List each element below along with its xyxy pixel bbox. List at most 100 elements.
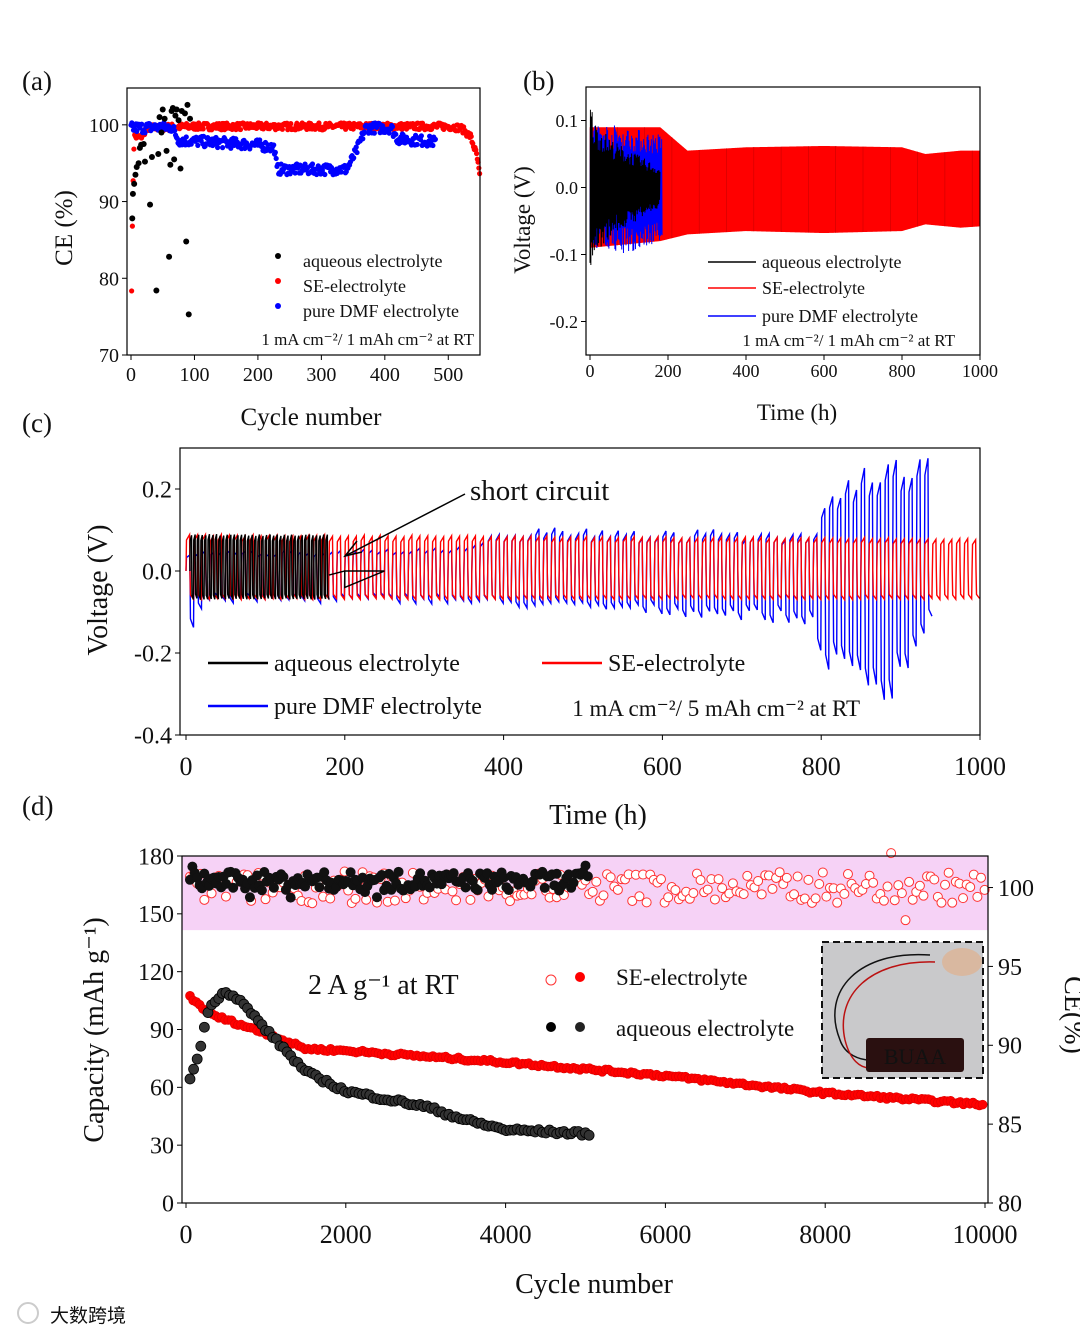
condition-note: 1 mA cm⁻²/ 1 mAh cm⁻² at RT xyxy=(742,331,955,350)
y-tick-label: 0.2 xyxy=(142,477,172,503)
legend-label: pure DMF electrolyte xyxy=(303,301,459,321)
se-ce-point xyxy=(325,893,336,904)
dmf-electrolyte-point xyxy=(322,171,328,178)
se-ce-point xyxy=(738,889,749,900)
se-ce-point xyxy=(199,894,210,905)
x-tick-label: 200 xyxy=(655,361,682,381)
x-tick-label: 400 xyxy=(370,364,400,386)
dmf-electrolyte-point xyxy=(386,130,392,136)
aqueous-ce-point xyxy=(472,885,483,896)
y-tick-label: -0.1 xyxy=(550,245,579,265)
aqueous-capacity-point xyxy=(188,1063,199,1075)
led-badge xyxy=(866,1038,964,1072)
dmf-electrolyte-point xyxy=(195,142,201,148)
y-tick-label: 0 xyxy=(162,1191,174,1217)
se-ce-point xyxy=(889,895,900,906)
dmf-electrolyte-point xyxy=(215,144,221,151)
dmf-electrolyte-point xyxy=(188,141,194,147)
annotation-arrow xyxy=(346,493,466,556)
y-tick-label: -0.2 xyxy=(134,641,172,667)
legend-label: SE-electrolyte xyxy=(762,278,865,298)
se-ce-point xyxy=(803,874,814,885)
legend-label: SE-electrolyte xyxy=(616,965,748,990)
arrow-head-icon xyxy=(343,540,363,558)
se-ce-point xyxy=(886,848,897,859)
aqueous-ce-point xyxy=(563,869,574,880)
se-ce-point xyxy=(878,895,889,906)
led-text: BUAA xyxy=(884,1044,946,1069)
se-ce-point xyxy=(918,890,929,901)
x-tick-label: 200 xyxy=(243,364,273,386)
aqueous-electrolyte-point xyxy=(183,238,190,245)
condition-note: 1 mA cm⁻²/ 1 mAh cm⁻² at RT xyxy=(261,330,474,349)
se-ce-point xyxy=(656,874,667,885)
dmf-electrolyte-point xyxy=(171,123,177,130)
dmf-electrolyte-point xyxy=(360,136,366,142)
se-ce-point xyxy=(663,892,674,903)
aqueous-electrolyte-point xyxy=(163,147,170,154)
aqueous-electrolyte-point xyxy=(158,129,165,136)
se-ce-point xyxy=(842,869,853,880)
aqueous-electrolyte-point xyxy=(156,114,163,121)
hand-image xyxy=(942,948,982,976)
aqueous-electrolyte-point xyxy=(166,253,173,260)
se-ce-point xyxy=(612,884,623,895)
dmf-electrolyte-point xyxy=(430,142,436,149)
y-tick-label: 95 xyxy=(998,955,1022,981)
y-tick-label: 80 xyxy=(99,268,119,290)
se-ce-point xyxy=(972,891,983,902)
x-axis-title: Cycle number xyxy=(241,404,383,431)
y-tick-label: 85 xyxy=(998,1113,1022,1139)
aqueous-ce-point xyxy=(285,892,296,903)
se-ce-point xyxy=(814,879,825,890)
se-ce-point xyxy=(709,894,720,905)
aqueous-capacity-point xyxy=(195,1040,207,1052)
x-tick-label: 1000 xyxy=(954,752,1006,781)
legend-label: aqueous electrolyte xyxy=(274,651,460,677)
x-tick-label: 0 xyxy=(126,364,136,386)
aqueous-ce-point xyxy=(244,892,255,903)
y-tick-label: 90 xyxy=(150,1018,174,1044)
se-ce-point xyxy=(605,872,616,883)
aqueous-electrolyte-point xyxy=(173,106,180,113)
se-ce-point xyxy=(882,881,893,892)
aqueous-ce-point xyxy=(268,882,279,893)
plot-b-frame xyxy=(585,86,981,356)
dmf-electrolyte-point xyxy=(272,149,278,156)
aqueous-electrolyte-point xyxy=(161,115,168,122)
aqueous-electrolyte-point xyxy=(132,171,139,178)
aqueous-ce-point xyxy=(539,882,550,893)
se-ce-point xyxy=(943,867,954,878)
dmf-electrolyte-point xyxy=(309,161,316,167)
se-ce-point xyxy=(821,891,832,902)
watermark-logo-icon xyxy=(17,1302,39,1324)
legend-label: aqueous electrolyte xyxy=(616,1016,794,1041)
se-ce-point xyxy=(756,889,767,900)
aqueous-ce-point xyxy=(460,882,471,893)
y-tick-label: 60 xyxy=(150,1076,174,1102)
dmf-electrolyte-point xyxy=(134,128,140,135)
x-tick-label: 800 xyxy=(802,752,841,781)
wire-red xyxy=(842,961,936,1069)
se-ce-point xyxy=(936,897,947,908)
x-tick-label: 0 xyxy=(180,752,193,781)
se-ce-point xyxy=(504,896,515,907)
x-tick-label: 0 xyxy=(180,1220,193,1249)
aqueous-ce-point xyxy=(278,871,289,882)
x-axis-title: Time (h) xyxy=(757,400,837,425)
aqueous-ce-point xyxy=(371,892,382,903)
y-tick-label: 150 xyxy=(138,902,174,928)
se-ce-point xyxy=(868,877,879,888)
dmf-electrolyte-point xyxy=(183,134,189,140)
se-ce-point xyxy=(670,885,681,896)
se-electrolyte-point xyxy=(316,120,322,126)
aqueous-electrolyte-point xyxy=(187,115,194,122)
dmf-electrolyte-point xyxy=(338,169,344,175)
aqueous-ce-point xyxy=(228,882,239,893)
x-tick-label: 400 xyxy=(733,361,760,381)
se-electrolyte-point xyxy=(288,121,294,127)
aqueous-ce-point xyxy=(319,867,330,878)
x-tick-label: 6000 xyxy=(639,1220,691,1249)
se-ce-point xyxy=(929,874,940,885)
x-tick-label: 10000 xyxy=(953,1220,1018,1249)
